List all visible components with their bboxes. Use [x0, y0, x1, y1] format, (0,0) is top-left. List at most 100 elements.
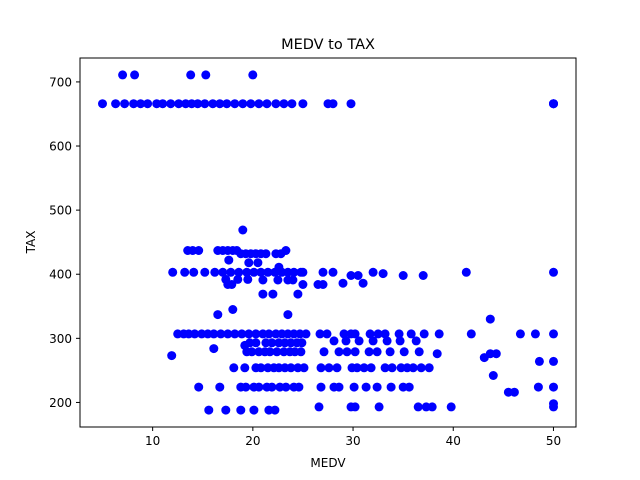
- y-tick-label: 400: [49, 268, 72, 282]
- data-point: [258, 289, 268, 299]
- data-point: [283, 310, 293, 320]
- data-point: [247, 347, 257, 357]
- data-point: [224, 255, 234, 265]
- data-point: [334, 347, 344, 357]
- data-point: [353, 271, 363, 280]
- data-point: [432, 349, 442, 359]
- data-point: [324, 363, 334, 373]
- data-point: [240, 363, 250, 373]
- data-point: [200, 99, 210, 109]
- data-point: [549, 267, 558, 277]
- y-tick-label: 200: [49, 396, 72, 410]
- data-point: [263, 267, 273, 277]
- x-tick-label: 50: [546, 434, 561, 448]
- data-point: [234, 267, 244, 277]
- data-point: [404, 382, 414, 392]
- data-point: [359, 363, 369, 373]
- data-point: [385, 347, 395, 357]
- data-point: [227, 280, 237, 289]
- data-point: [318, 280, 328, 289]
- data-point: [265, 347, 275, 357]
- data-point: [204, 405, 214, 415]
- data-point: [424, 363, 434, 373]
- data-point: [533, 382, 543, 392]
- data-point: [368, 336, 378, 346]
- data-point: [365, 329, 375, 339]
- data-point: [268, 289, 278, 299]
- x-axis: 10 20 30 40 50: [145, 427, 561, 448]
- data-point: [262, 99, 272, 109]
- data-point: [380, 329, 390, 339]
- data-point: [136, 99, 146, 109]
- data-point: [372, 347, 382, 357]
- data-point: [267, 338, 277, 348]
- data-point: [534, 356, 544, 366]
- data-point: [168, 267, 178, 277]
- data-point: [413, 402, 423, 412]
- data-point: [287, 99, 297, 109]
- data-point: [249, 405, 259, 415]
- data-point: [395, 336, 405, 346]
- data-point: [350, 329, 360, 339]
- data-point: [314, 402, 324, 412]
- data-point: [549, 99, 558, 109]
- data-point: [215, 382, 225, 392]
- data-point: [190, 329, 200, 339]
- data-point: [193, 99, 203, 109]
- data-point: [222, 99, 232, 109]
- data-point: [296, 347, 306, 357]
- data-point: [382, 336, 392, 346]
- data-point: [166, 99, 176, 109]
- data-point: [461, 267, 471, 277]
- data-point: [332, 363, 342, 373]
- data-point: [243, 274, 253, 284]
- data-point: [289, 267, 299, 277]
- data-point: [398, 271, 408, 280]
- data-point: [215, 99, 225, 109]
- data-point: [251, 338, 261, 348]
- data-point: [248, 70, 258, 80]
- data-point: [298, 99, 308, 109]
- data-point: [216, 329, 226, 339]
- x-tick-label: 30: [345, 434, 360, 448]
- data-point: [209, 344, 219, 354]
- data-point: [194, 246, 204, 255]
- data-point: [254, 382, 264, 392]
- data-point: [238, 99, 248, 109]
- data-point: [98, 99, 107, 109]
- y-tick-label: 700: [49, 75, 72, 89]
- data-point: [209, 329, 219, 339]
- data-point: [288, 275, 298, 285]
- data-point: [328, 99, 338, 109]
- data-point: [129, 99, 139, 109]
- data-point: [130, 70, 140, 80]
- data-point: [368, 267, 378, 277]
- data-point: [264, 329, 274, 339]
- data-point: [549, 356, 558, 366]
- data-point: [301, 329, 311, 339]
- data-point: [414, 347, 424, 357]
- data-point: [251, 329, 261, 339]
- data-point: [298, 267, 308, 277]
- data-point: [419, 329, 429, 339]
- data-point: [297, 338, 307, 348]
- x-axis-title: MEDV: [310, 456, 346, 470]
- data-point: [408, 363, 418, 373]
- data-point: [221, 274, 231, 284]
- data-point: [549, 382, 558, 392]
- data-point: [485, 314, 495, 324]
- data-point: [256, 363, 266, 373]
- data-point: [226, 267, 236, 277]
- data-point: [233, 274, 243, 284]
- x-tick-label: 10: [145, 434, 160, 448]
- x-tick-label: 40: [446, 434, 461, 448]
- data-point: [328, 267, 338, 277]
- data-point: [253, 258, 263, 268]
- data-point: [111, 99, 121, 109]
- data-point: [258, 275, 268, 285]
- data-point: [361, 382, 371, 392]
- data-point: [374, 402, 384, 412]
- data-point: [349, 382, 359, 392]
- data-point: [358, 278, 368, 288]
